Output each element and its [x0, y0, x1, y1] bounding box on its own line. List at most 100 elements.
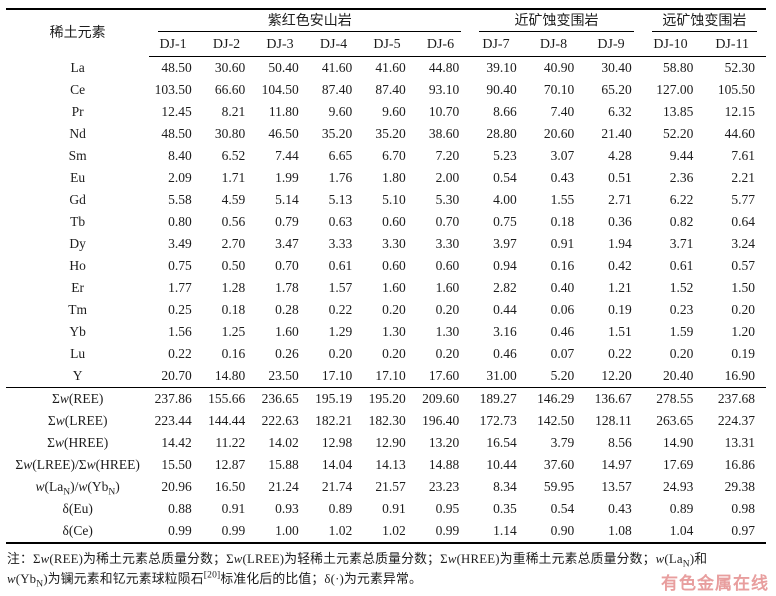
value-cell: 0.20 — [731, 302, 755, 317]
value-cell: 0.56 — [221, 214, 246, 229]
value-cell: 1.55 — [550, 192, 575, 207]
value-cell: 1.21 — [608, 280, 632, 295]
value-cell: 1.50 — [731, 280, 755, 295]
element-symbol: Y — [6, 365, 150, 388]
value-cell: 16.90 — [704, 365, 766, 388]
value-cell: 87.40 — [321, 82, 353, 97]
value-cell: 10.44 — [486, 457, 517, 472]
value-cell: 6.22 — [669, 192, 694, 207]
value-cell: 0.43 — [608, 501, 632, 516]
table-header: 稀土元素 紫红色安山岩 近矿蚀变围岩 远矿蚀变围岩 DJ-1 DJ-2 DJ-3 DJ… — [6, 9, 766, 57]
value-cell: 35.20 — [375, 126, 406, 141]
value-cell: 16.54 — [486, 435, 517, 450]
value-cell: 8.34 — [493, 479, 517, 494]
element-symbol: Yb — [69, 324, 86, 339]
value-cell: 14.04 — [321, 457, 353, 472]
value-cell: 209.60 — [422, 391, 460, 406]
value-cell: 1.25 — [221, 324, 246, 339]
watermark: 有色金属在线 — [661, 574, 769, 593]
value-cell: 50.40 — [268, 60, 299, 75]
value-cell: 7.61 — [731, 148, 755, 163]
value-cell: 48.50 — [161, 126, 192, 141]
value-cell: 90.40 — [486, 82, 517, 97]
value-cell: 0.89 — [669, 501, 694, 516]
value-cell: 182.30 — [368, 413, 406, 428]
value-cell: 44.60 — [724, 126, 755, 141]
value-cell: 14.02 — [268, 435, 299, 450]
group-header-row: 稀土元素 紫红色安山岩 近矿蚀变围岩 远矿蚀变围岩 — [6, 9, 766, 41]
value-cell: 0.93 — [275, 501, 299, 516]
value-cell: 3.97 — [493, 236, 517, 251]
value-cell: 37.60 — [543, 457, 575, 472]
value-cell: 127.00 — [656, 82, 694, 97]
value-cell: 1.02 — [382, 523, 406, 538]
column-group-label-near-ore: 近矿蚀变围岩 — [470, 9, 643, 33]
value-cell: 3.47 — [275, 236, 299, 251]
value-cell: 46.50 — [268, 126, 299, 141]
table-row: Yb 1.56 1.25 1.60 1.29 1.30 1.30 3.16 0.46 1.51 1.… — [6, 321, 766, 343]
value-cell: 1.04 — [669, 523, 694, 538]
value-cell: 5.13 — [328, 192, 353, 207]
column-group-label-andesite: 紫红色安山岩 — [149, 9, 470, 33]
footnote-line-1: 注：Σw(REE)为稀土元素总质量分数；Σw(LREE)为轻稀土元素总质量分数；… — [7, 552, 708, 570]
value-cell: 10.70 — [428, 104, 460, 119]
element-symbol: Lu — [70, 346, 86, 361]
value-cell: 0.94 — [493, 258, 517, 273]
value-cell: 20.70 — [149, 365, 203, 388]
value-cell: 9.44 — [669, 148, 694, 163]
value-cell: 8.21 — [221, 104, 246, 119]
value-cell: 182.21 — [315, 413, 353, 428]
footnote-line-2: w(YbN)为镧元素和钇元素球粒陨石[20]标准化后的比值；δ(·)为元素异常。 — [7, 570, 422, 590]
value-cell: 14.97 — [601, 457, 632, 472]
value-cell: 29.38 — [724, 479, 755, 494]
value-cell: 3.79 — [550, 435, 575, 450]
value-cell: 237.86 — [154, 391, 192, 406]
summary-label: Σw(REE) — [51, 391, 104, 406]
value-cell: 142.50 — [537, 413, 575, 428]
value-cell: 93.10 — [428, 82, 460, 97]
value-cell: 0.80 — [168, 214, 192, 229]
value-cell: 5.30 — [435, 192, 460, 207]
value-cell: 4.00 — [493, 192, 517, 207]
value-cell: 0.99 — [168, 523, 192, 538]
value-cell: 0.16 — [550, 258, 575, 273]
table-row: Lu 0.22 0.16 0.26 0.20 0.20 0.20 0.46 0.07 0.22 0.… — [6, 343, 766, 365]
value-cell: 12.20 — [585, 365, 643, 388]
value-cell: 1.77 — [168, 280, 192, 295]
value-cell: 3.33 — [328, 236, 353, 251]
value-cell: 1.00 — [275, 523, 299, 538]
value-cell: 3.30 — [435, 236, 460, 251]
value-cell: 5.20 — [527, 365, 586, 388]
value-cell: 0.22 — [168, 346, 192, 361]
value-cell: 0.22 — [328, 302, 353, 317]
column-header-dj-11: DJ-11 — [704, 33, 766, 57]
value-cell: 0.99 — [221, 523, 246, 538]
value-cell: 15.88 — [268, 457, 299, 472]
value-cell: 16.50 — [214, 479, 246, 494]
value-cell: 14.90 — [662, 435, 694, 450]
value-cell: 41.60 — [375, 60, 406, 75]
value-cell: 189.27 — [479, 391, 517, 406]
value-cell: 0.95 — [435, 501, 460, 516]
value-cell: 236.65 — [261, 391, 299, 406]
value-cell: 1.20 — [731, 324, 755, 339]
value-cell: 0.79 — [275, 214, 299, 229]
value-cell: 12.15 — [724, 104, 755, 119]
value-cell: 0.06 — [550, 302, 575, 317]
value-cell: 11.80 — [268, 104, 299, 119]
table-row: Ce 103.50 66.60 104.50 87.40 87.40 93.10 90.40 7… — [6, 79, 766, 101]
value-cell: 1.80 — [382, 170, 406, 185]
value-cell: 14.42 — [161, 435, 192, 450]
value-cell: 0.51 — [608, 170, 632, 185]
value-cell: 0.40 — [550, 280, 575, 295]
value-cell: 104.50 — [261, 82, 299, 97]
value-cell: 1.99 — [275, 170, 299, 185]
value-cell: 14.88 — [428, 457, 460, 472]
value-cell: 3.07 — [550, 148, 575, 163]
value-cell: 0.89 — [328, 501, 353, 516]
value-cell: 0.07 — [550, 346, 575, 361]
value-cell: 28.80 — [486, 126, 517, 141]
value-cell: 39.10 — [486, 60, 517, 75]
value-cell: 0.46 — [550, 324, 575, 339]
value-cell: 1.28 — [221, 280, 246, 295]
